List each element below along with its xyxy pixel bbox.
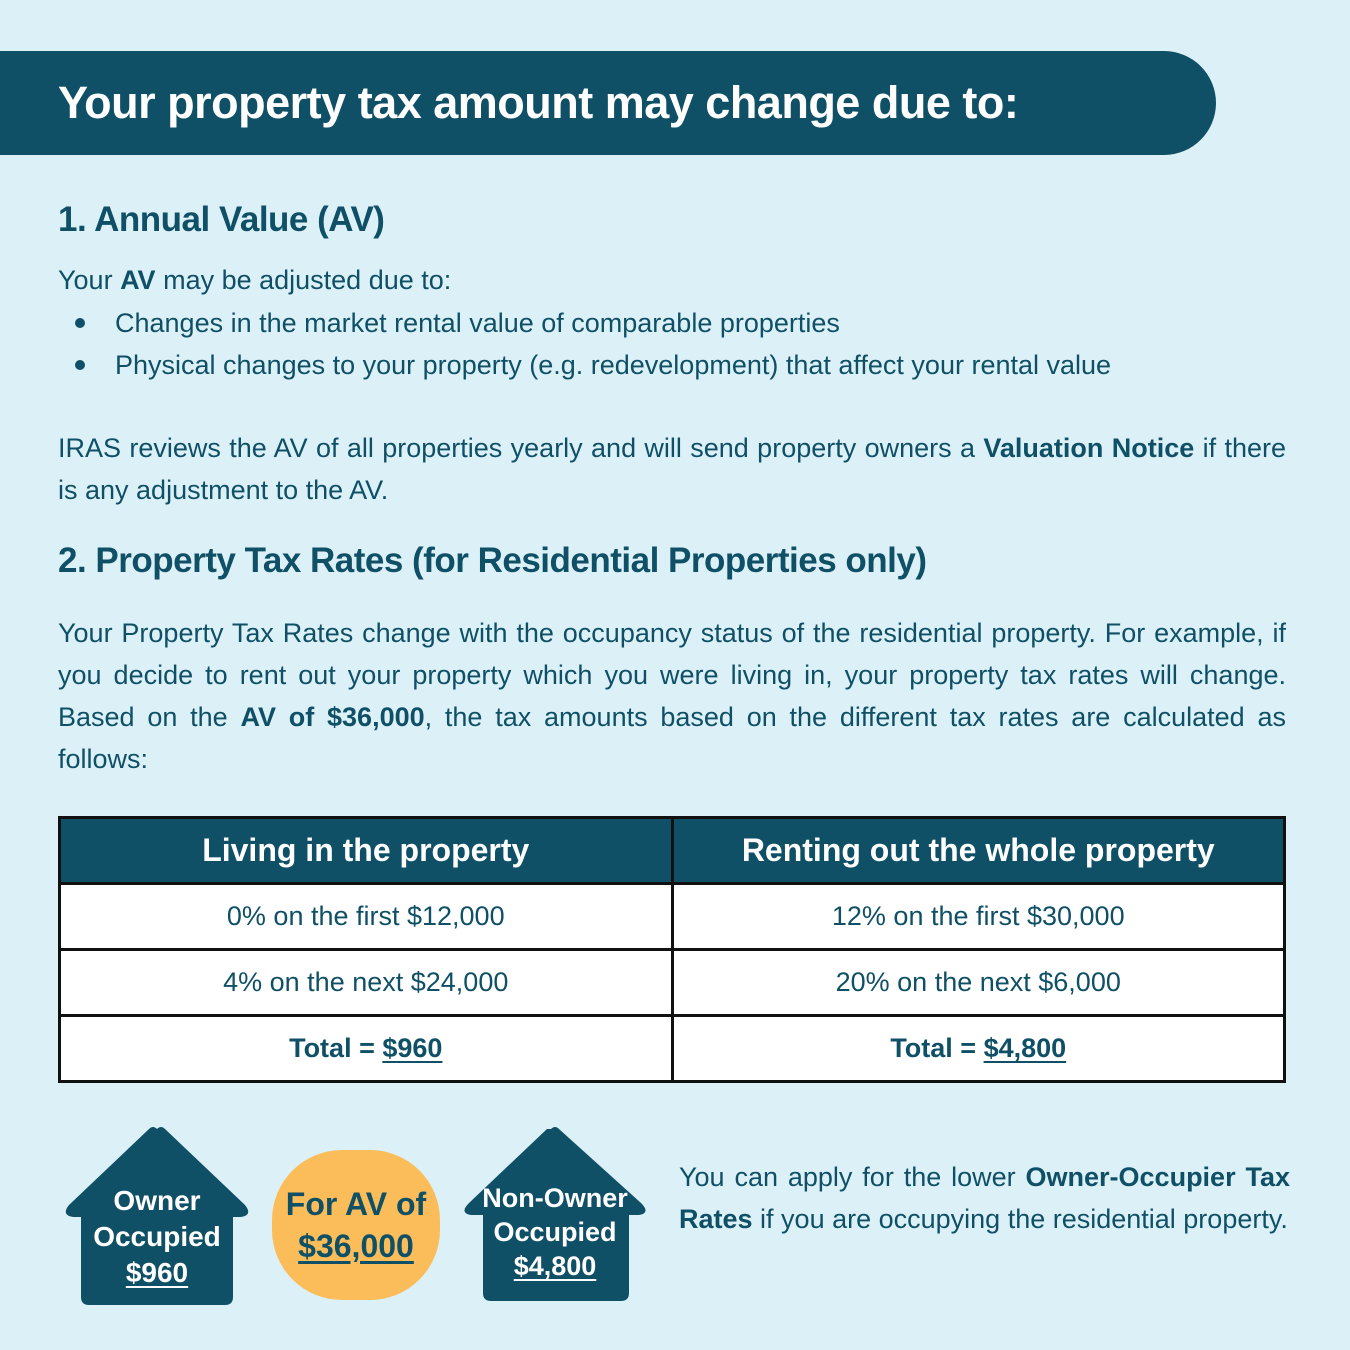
iras-review-paragraph: IRAS reviews the AV of all properties ye… — [58, 433, 1286, 505]
table-cell: 0% on the first $12,000 — [58, 882, 674, 951]
non-owner-occupied-house: Non-Owner Occupied $4,800 — [463, 1125, 647, 1303]
bullet-icon — [75, 318, 85, 328]
title-banner: Your property tax amount may change due … — [0, 51, 1216, 155]
house-icon — [65, 1127, 249, 1305]
house-icon — [464, 1127, 646, 1301]
av-reasons-list: Changes in the market rental value of co… — [58, 302, 1111, 386]
owner-occupier-note: You can apply for the lower Owner-Occupi… — [679, 1162, 1290, 1234]
table-cell: 12% on the first $30,000 — [670, 882, 1286, 951]
total-living: Total = $960 — [58, 1014, 674, 1083]
table-row: 0% on the first $12,000 12% on the first… — [58, 882, 1286, 951]
column-header-living: Living in the property — [58, 816, 674, 885]
total-renting: Total = $4,800 — [670, 1014, 1286, 1083]
tax-rates-table: Living in the property Renting out the w… — [58, 816, 1286, 1083]
table-total-row: Total = $960 Total = $4,800 — [58, 1014, 1286, 1083]
section-1-heading: 1. Annual Value (AV) — [58, 200, 385, 239]
table-cell: 4% on the next $24,000 — [58, 948, 674, 1017]
av-intro: Your AV may be adjusted due to: — [58, 265, 452, 295]
table-cell: 20% on the next $6,000 — [670, 948, 1286, 1017]
tax-rates-paragraph: Your Property Tax Rates change with the … — [58, 618, 1286, 774]
list-item: Changes in the market rental value of co… — [58, 302, 1111, 344]
page-title: Your property tax amount may change due … — [58, 77, 1019, 128]
owner-occupied-house: Owner Occupied $960 — [63, 1125, 251, 1307]
list-item: Physical changes to your property (e.g. … — [58, 344, 1111, 386]
table-header-row: Living in the property Renting out the w… — [58, 816, 1286, 885]
table-row: 4% on the next $24,000 20% on the next $… — [58, 948, 1286, 1017]
av-badge: For AV of $36,000 — [272, 1150, 440, 1300]
bullet-icon — [75, 360, 85, 370]
section-2-heading: 2. Property Tax Rates (for Residential P… — [58, 541, 927, 580]
column-header-renting: Renting out the whole property — [670, 816, 1286, 885]
